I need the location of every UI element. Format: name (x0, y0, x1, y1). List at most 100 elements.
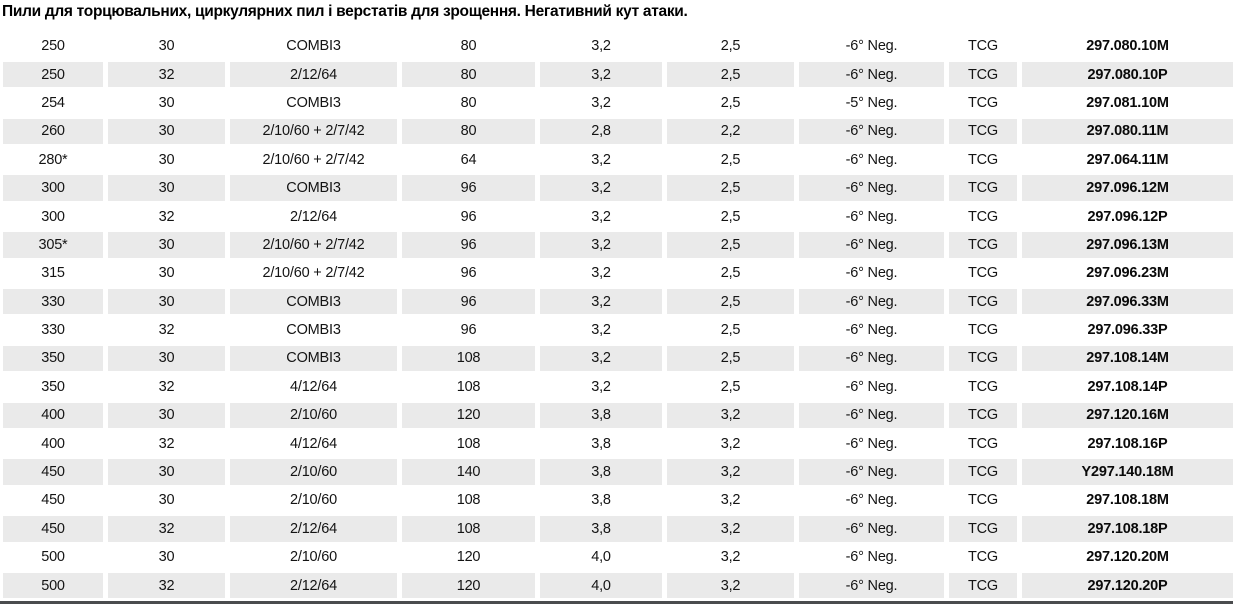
tooth-grind-cell: TCG (967, 94, 998, 111)
teeth-count-cell: 108 (456, 378, 481, 395)
grind-type-cell: 2/10/60 (290, 549, 337, 566)
kerf-cell: 4,0 (591, 549, 611, 566)
hook-angle-cell: -6° Neg. (845, 492, 898, 509)
part-number-cell: 297.120.20M (1086, 549, 1169, 566)
plate-thickness-cell: 3,2 (667, 572, 794, 599)
diameter-cell: 300 (3, 175, 103, 201)
hook-angle-cell: -6° Neg. (845, 208, 898, 225)
bore-cell: 30 (108, 289, 225, 315)
kerf-cell: 3,2 (591, 378, 611, 395)
hook-angle-cell: -6° Neg. (799, 402, 944, 428)
teeth-count-cell: 108 (402, 345, 535, 372)
kerf-cell: 3,2 (591, 151, 611, 168)
table-row: 250 32 2/12/64 80 3,2 2,5 -6° Neg. TCG 297.080.1… (0, 60, 1233, 88)
table-row: 315 30 2/10/60 + 2/7/42 96 3,2 2,5 -6° Neg. TCG… (0, 259, 1233, 287)
diameter-cell: 300 (41, 208, 65, 225)
table-row: 350 32 4/12/64 108 3,2 2,5 -6° Neg. TCG 297.108.… (0, 373, 1233, 401)
part-number-cell: 297.096.33P (1087, 322, 1168, 339)
part-number-cell: 297.096.12M (1022, 175, 1233, 201)
diameter-cell: 254 (41, 94, 65, 111)
hook-angle-cell: -5° Neg. (845, 94, 898, 111)
kerf-cell: 3,8 (540, 402, 662, 428)
table-row: 280* 30 2/10/60 + 2/7/42 64 3,2 2,5 -6° Neg. TC… (0, 146, 1233, 174)
table-row: 500 32 2/12/64 120 4,0 3,2 -6° Neg. TCG 297.120.… (0, 571, 1233, 599)
grind-type-cell: 2/10/60 (230, 402, 397, 428)
part-number-cell: 297.081.10M (1086, 94, 1169, 111)
teeth-count-cell: 80 (402, 61, 535, 88)
kerf-cell: 3,2 (540, 61, 662, 88)
tooth-grind-cell: TCG (967, 208, 998, 225)
part-number-cell: 297.096.23M (1086, 265, 1169, 282)
grind-type-cell: COMBI3 (230, 289, 397, 315)
diameter-cell: 330 (41, 322, 65, 339)
hook-angle-cell: -6° Neg. (799, 345, 944, 372)
grind-type-cell: 2/10/60 (290, 492, 337, 509)
kerf-cell: 3,8 (591, 435, 611, 452)
table-row: 450 30 2/10/60 140 3,8 3,2 -6° Neg. TCG Y297.140… (0, 458, 1233, 486)
teeth-count-cell: 96 (402, 232, 535, 258)
tooth-grind-cell: TCG (967, 378, 998, 395)
hook-angle-cell: -6° Neg. (799, 118, 944, 145)
plate-thickness-cell: 2,5 (720, 151, 741, 168)
bore-cell: 32 (108, 516, 225, 542)
diameter-cell: 400 (3, 402, 103, 428)
diameter-cell: 400 (41, 435, 65, 452)
plate-thickness-cell: 2,5 (667, 232, 794, 258)
plate-thickness-cell: 3,2 (720, 435, 741, 452)
tooth-grind-cell: TCG (967, 549, 998, 566)
part-number-cell: 297.064.11M (1086, 151, 1169, 168)
kerf-cell: 4,0 (540, 572, 662, 599)
tooth-grind-cell: TCG (949, 402, 1017, 428)
kerf-cell: 3,2 (591, 94, 611, 111)
diameter-cell: 450 (3, 459, 103, 485)
kerf-cell: 3,8 (540, 459, 662, 485)
bore-cell: 30 (108, 402, 225, 428)
bore-cell: 30 (158, 265, 175, 282)
table-row: 300 30 COMBI3 96 3,2 2,5 -6° Neg. TCG 297.096.12… (0, 174, 1233, 202)
teeth-count-cell: 80 (402, 118, 535, 145)
grind-type-cell: 4/12/64 (290, 435, 337, 452)
teeth-count-cell: 108 (402, 516, 535, 542)
grind-type-cell: 2/10/60 + 2/7/42 (262, 265, 365, 282)
hook-angle-cell: -6° Neg. (845, 435, 898, 452)
grind-type-cell: 2/12/64 (230, 572, 397, 599)
bore-cell: 32 (158, 378, 175, 395)
tooth-grind-cell: TCG (967, 151, 998, 168)
part-number-cell: 297.120.16M (1022, 402, 1233, 428)
grind-type-cell: 2/12/64 (230, 61, 397, 88)
plate-thickness-cell: 2,5 (667, 345, 794, 372)
bore-cell: 30 (108, 459, 225, 485)
tooth-grind-cell: TCG (967, 435, 998, 452)
table-row: 330 32 COMBI3 96 3,2 2,5 -6° Neg. TCG 297.096.33… (0, 316, 1233, 344)
grind-type-cell: 2/10/60 (230, 459, 397, 485)
hook-angle-cell: -6° Neg. (845, 378, 898, 395)
diameter-cell: 315 (41, 265, 65, 282)
grind-type-cell: 4/12/64 (290, 378, 337, 395)
kerf-cell: 3,2 (540, 289, 662, 315)
table-row: 254 30 COMBI3 80 3,2 2,5 -5° Neg. TCG 297.081.10… (0, 89, 1233, 117)
bore-cell: 30 (108, 345, 225, 372)
hook-angle-cell: -6° Neg. (845, 151, 898, 168)
tooth-grind-cell: TCG (949, 289, 1017, 315)
bore-cell: 30 (158, 38, 175, 55)
diameter-cell: 305* (3, 232, 103, 258)
hook-angle-cell: -6° Neg. (799, 61, 944, 88)
hook-angle-cell: -6° Neg. (799, 516, 944, 542)
grind-type-cell: 2/12/64 (230, 516, 397, 542)
diameter-cell: 350 (41, 378, 65, 395)
table-row: 400 30 2/10/60 120 3,8 3,2 -6° Neg. TCG 297.120.… (0, 401, 1233, 429)
part-number-cell: 297.108.16P (1087, 435, 1168, 452)
part-number-cell: 297.108.14M (1022, 345, 1233, 372)
bore-cell: 30 (108, 232, 225, 258)
teeth-count-cell: 140 (402, 459, 535, 485)
hook-angle-cell: -6° Neg. (799, 175, 944, 201)
plate-thickness-cell: 2,5 (667, 175, 794, 201)
part-number-cell: 297.080.11M (1022, 118, 1233, 145)
bore-cell: 32 (108, 572, 225, 599)
part-number-cell: 297.120.20P (1022, 572, 1233, 599)
hook-angle-cell: -6° Neg. (799, 572, 944, 599)
bore-cell: 30 (108, 118, 225, 145)
bore-cell: 32 (158, 435, 175, 452)
kerf-cell: 3,8 (540, 516, 662, 542)
table-row: 260 30 2/10/60 + 2/7/42 80 2,8 2,2 -6° Neg. TCG… (0, 117, 1233, 145)
